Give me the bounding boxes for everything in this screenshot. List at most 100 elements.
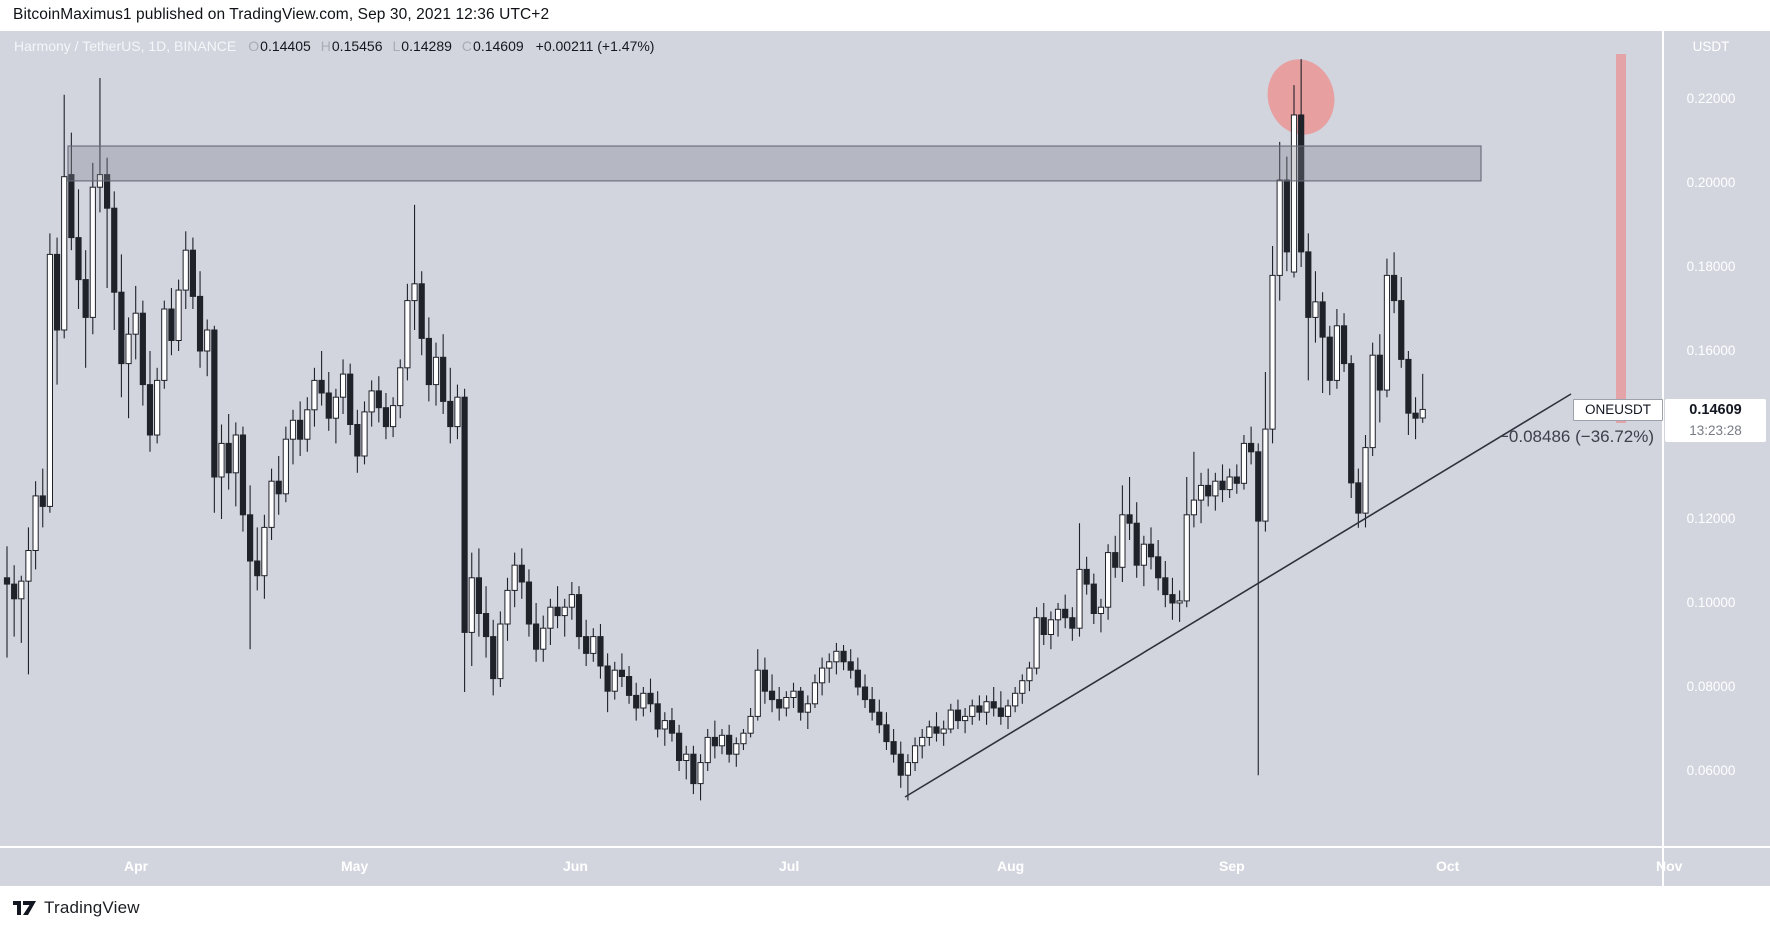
candle [1004, 699, 1012, 729]
candle [390, 397, 397, 438]
candle [1298, 59, 1305, 267]
candle [1262, 372, 1269, 532]
open-label: O [248, 38, 260, 54]
price-chart[interactable]: Harmony / TetherUS, 1D, BINANCE O0.14405 H… [0, 31, 1770, 886]
candle [189, 237, 197, 309]
candles-layer [3, 59, 1426, 801]
candle [611, 661, 618, 700]
candle [876, 699, 883, 734]
candle [168, 288, 175, 356]
candle [1305, 233, 1312, 381]
candle [618, 653, 625, 687]
trendline-measure-label: −0.08486 (−36.72%) [1499, 427, 1655, 446]
candle [1255, 443, 1262, 776]
candle [111, 191, 118, 330]
candle [1326, 325, 1333, 396]
candle [954, 699, 962, 729]
candle [104, 157, 111, 288]
candle [1212, 472, 1219, 511]
candle [962, 708, 969, 734]
vertical-range-marker[interactable] [1616, 54, 1626, 423]
candle [1333, 309, 1341, 389]
candle [3, 546, 11, 658]
candle [1269, 246, 1276, 444]
candle [218, 424, 225, 519]
candle [318, 351, 325, 406]
candle [854, 657, 861, 696]
resistance-zone[interactable] [67, 145, 1482, 182]
symbol-title: Harmony / TetherUS, 1D, BINANCE [14, 38, 237, 54]
candle [411, 204, 418, 330]
candle [1219, 464, 1226, 503]
candle [990, 687, 997, 717]
candle [1133, 502, 1140, 578]
candle [18, 575, 25, 643]
candle [468, 552, 475, 666]
candle [847, 649, 854, 679]
candle [1054, 603, 1062, 637]
last-price-badge: 0.14609 13:23:28 [1665, 399, 1766, 442]
candle [1240, 435, 1248, 490]
candle [297, 401, 304, 456]
candle [533, 603, 540, 662]
candle [890, 729, 897, 763]
candle [561, 598, 568, 637]
candle [182, 231, 189, 309]
candle [440, 334, 447, 414]
candle [418, 271, 425, 356]
candle [289, 409, 297, 465]
publish-bar: BitcoinMaximus1 published on TradingView… [0, 0, 1770, 31]
candle [118, 254, 125, 398]
candle [1369, 342, 1376, 456]
candle [1069, 607, 1076, 641]
candle [997, 691, 1004, 725]
candle [89, 162, 96, 335]
candle [726, 724, 733, 763]
candle [1412, 397, 1419, 440]
candle [697, 754, 704, 801]
close-label: C [461, 38, 473, 54]
high-label: H [320, 38, 331, 54]
candle [969, 699, 976, 725]
candle [39, 468, 46, 528]
candle [1083, 556, 1090, 595]
price-axis-label: 0.10000 [1686, 595, 1736, 610]
candle [704, 729, 711, 771]
candle [232, 422, 239, 507]
candle [1097, 598, 1105, 633]
candle [1233, 464, 1240, 494]
close-value: 0.14609 [473, 38, 524, 54]
candle [547, 598, 554, 645]
candle [1183, 477, 1190, 608]
candle [368, 380, 375, 427]
candle [375, 376, 382, 423]
candle [1383, 258, 1391, 398]
candle [640, 687, 647, 717]
open-value: 0.14405 [260, 38, 311, 54]
candle [926, 720, 933, 746]
candle [1355, 468, 1362, 528]
price-axis-label: 0.12000 [1686, 511, 1736, 526]
candle [254, 527, 261, 591]
tradingview-logo[interactable]: TradingView [13, 898, 140, 918]
candle [1197, 472, 1205, 524]
candle [25, 527, 32, 675]
candle [425, 317, 432, 402]
candle [797, 687, 804, 721]
candle [540, 615, 547, 662]
candle [332, 388, 339, 444]
candle [604, 653, 611, 713]
candle [511, 552, 518, 608]
candle [1019, 674, 1026, 704]
candle [625, 666, 633, 704]
candle [683, 745, 690, 780]
candle [518, 548, 525, 599]
candle [1376, 334, 1383, 423]
trendline[interactable] [904, 393, 1572, 798]
tradingview-logo-icon [13, 900, 36, 915]
candlestick-chart[interactable] [0, 31, 1770, 846]
candle [740, 729, 747, 750]
candle [1340, 313, 1348, 372]
candle [1176, 590, 1183, 622]
price-axis-label: 0.16000 [1686, 343, 1736, 358]
